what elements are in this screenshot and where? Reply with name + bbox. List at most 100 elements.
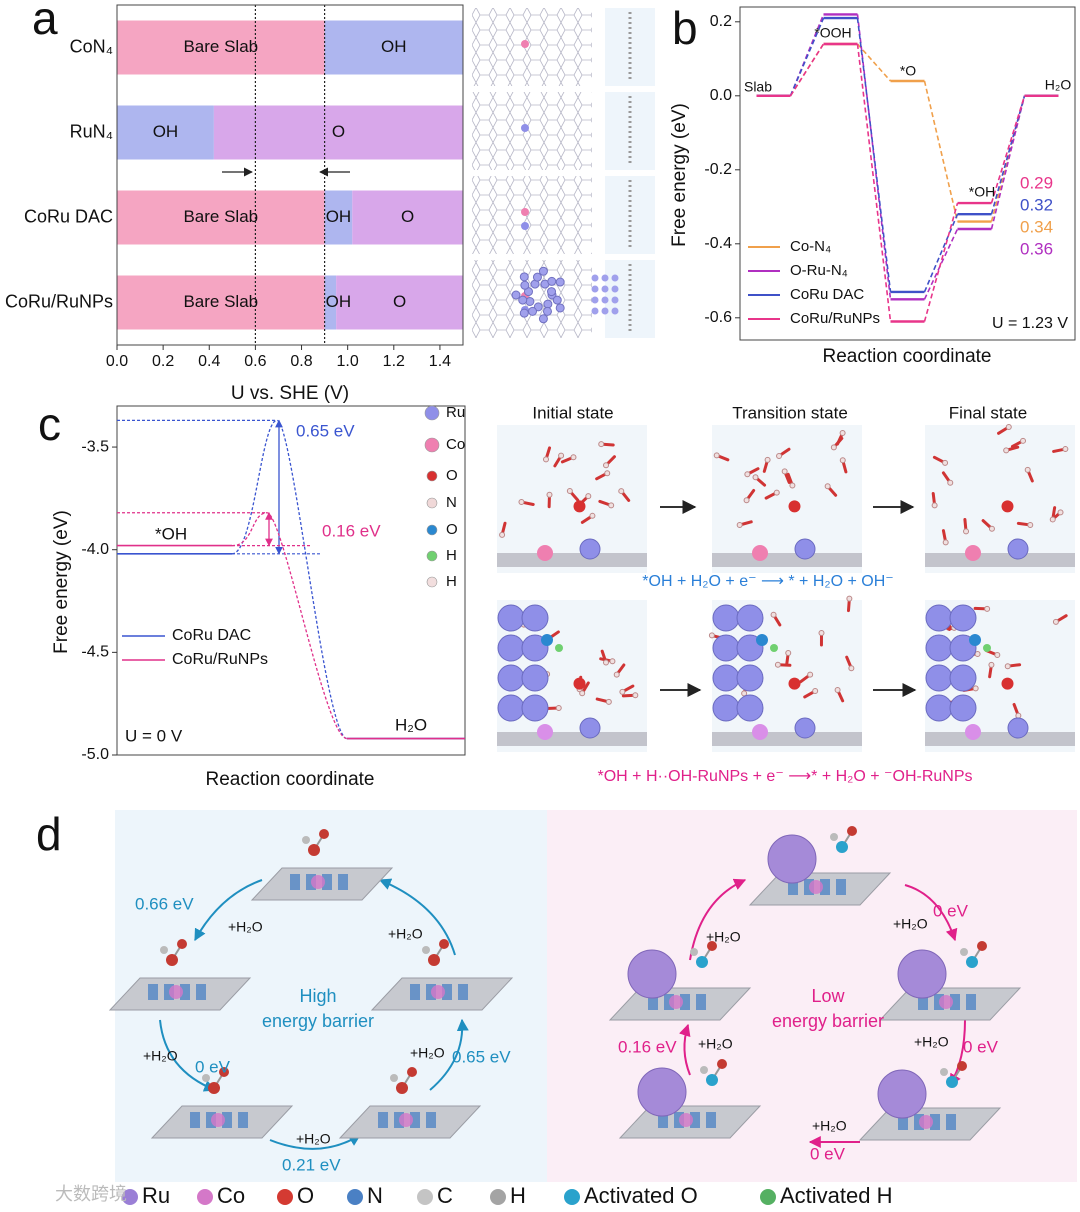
panel-label: d (36, 808, 62, 860)
h-atom (566, 488, 573, 495)
legend-label: O-Ru-N₄ (790, 262, 848, 279)
y-tick-label: -0.4 (704, 235, 732, 252)
co-site (211, 1113, 225, 1127)
cycle-label: +H₂O (388, 926, 423, 942)
n-site (658, 1112, 668, 1128)
ru-atom (736, 694, 764, 722)
cycle-label: +H₂O (143, 1048, 178, 1064)
legend-atom (347, 1189, 363, 1205)
graphene (497, 732, 647, 746)
y-tick-label: 0.0 (710, 87, 732, 104)
h-atom (1057, 509, 1064, 516)
ru-cluster-atom (532, 272, 542, 282)
n-site (148, 984, 158, 1000)
legend-atom (490, 1189, 506, 1205)
legend-label: Ru (142, 1183, 170, 1208)
category-label: CoRu DAC (24, 206, 113, 226)
overpotential-label: 0.29 (1020, 173, 1053, 192)
h-atom (839, 457, 846, 464)
co-atom (752, 724, 768, 740)
h-atom (942, 539, 949, 546)
h-atom (1062, 446, 1069, 453)
legend-atom (426, 524, 438, 536)
barrier-label: 0.16 eV (322, 521, 381, 540)
category-label: CoRu/RuNPs (5, 291, 113, 311)
y-tick-label: -3.5 (81, 438, 109, 455)
metal-atom (521, 208, 529, 216)
y-tick-label: -0.6 (704, 309, 732, 326)
legend-atom (760, 1189, 776, 1205)
co-site (919, 1115, 933, 1129)
n-site (690, 1112, 700, 1128)
co-site (939, 995, 953, 1009)
h-atom (609, 658, 616, 665)
h-atom (741, 690, 748, 697)
h-atom (708, 632, 715, 639)
connector (856, 18, 892, 292)
h-atom (518, 499, 525, 506)
co-site (431, 985, 445, 999)
overpotential-label: 0.32 (1020, 195, 1053, 214)
h-atom (713, 452, 720, 459)
co-atom (752, 545, 768, 561)
h-atom (598, 441, 605, 448)
segment-label: OH (381, 37, 407, 56)
h-atom (812, 688, 819, 695)
atom (439, 939, 449, 949)
atom (717, 1059, 727, 1069)
watermark: 大数跨境 (55, 1184, 127, 1204)
h-atom (984, 605, 991, 612)
h-atom (774, 661, 781, 668)
h-atom (1049, 516, 1056, 523)
h-atom (603, 462, 610, 469)
h-atom (789, 482, 796, 489)
panel-label: b (672, 2, 698, 54)
cycle-arrow (678, 1023, 691, 1076)
co-atom (537, 545, 553, 561)
h-atom (1004, 663, 1011, 670)
activated-o (541, 634, 553, 646)
h-atom (764, 456, 771, 463)
legend-label: Activated O (584, 1183, 698, 1208)
atom (966, 956, 978, 968)
plot-frame (116, 4, 464, 346)
co-atom (965, 724, 981, 740)
plot-frame (739, 6, 1076, 341)
n-site (410, 1112, 420, 1128)
atom (390, 1074, 398, 1082)
y-axis-label: Free energy (eV) (669, 103, 690, 247)
cycle-label: 0.66 eV (135, 894, 194, 913)
h-atom (974, 651, 981, 658)
atom (960, 948, 968, 956)
segment-label: Bare Slab (183, 292, 258, 311)
range-segment (352, 190, 463, 245)
h-atom (1027, 521, 1034, 528)
x-axis-label: Reaction coordinate (206, 769, 375, 790)
ru-cluster-atom (533, 302, 543, 312)
ru-cluster (767, 834, 817, 884)
n-site (820, 879, 830, 895)
h-atom (931, 502, 938, 509)
ru-cluster-atom (547, 287, 557, 297)
segment-label: Bare Slab (183, 37, 258, 56)
h-atom (770, 611, 777, 618)
ru-atom (497, 604, 525, 632)
legend-label: CoRu DAC (172, 627, 251, 644)
ru-atom (579, 538, 601, 560)
y-axis-label: Free energy (eV) (51, 510, 72, 654)
ru-atom (794, 538, 816, 560)
ru-cluster-atom (538, 314, 548, 324)
ru-atom (1007, 538, 1029, 560)
n-site (706, 1112, 716, 1128)
activated-h (555, 644, 563, 652)
overpotential-label: 0.36 (1020, 239, 1053, 258)
legend-label: H (510, 1183, 526, 1208)
n-site (898, 1114, 908, 1130)
h-atom (589, 512, 596, 519)
legend-atom (426, 576, 438, 588)
legend-atom (122, 1189, 138, 1205)
graphene (925, 732, 1075, 746)
segment-label: Bare Slab (183, 207, 258, 226)
n-site (180, 984, 190, 1000)
cycle-label: +H₂O (698, 1036, 733, 1052)
